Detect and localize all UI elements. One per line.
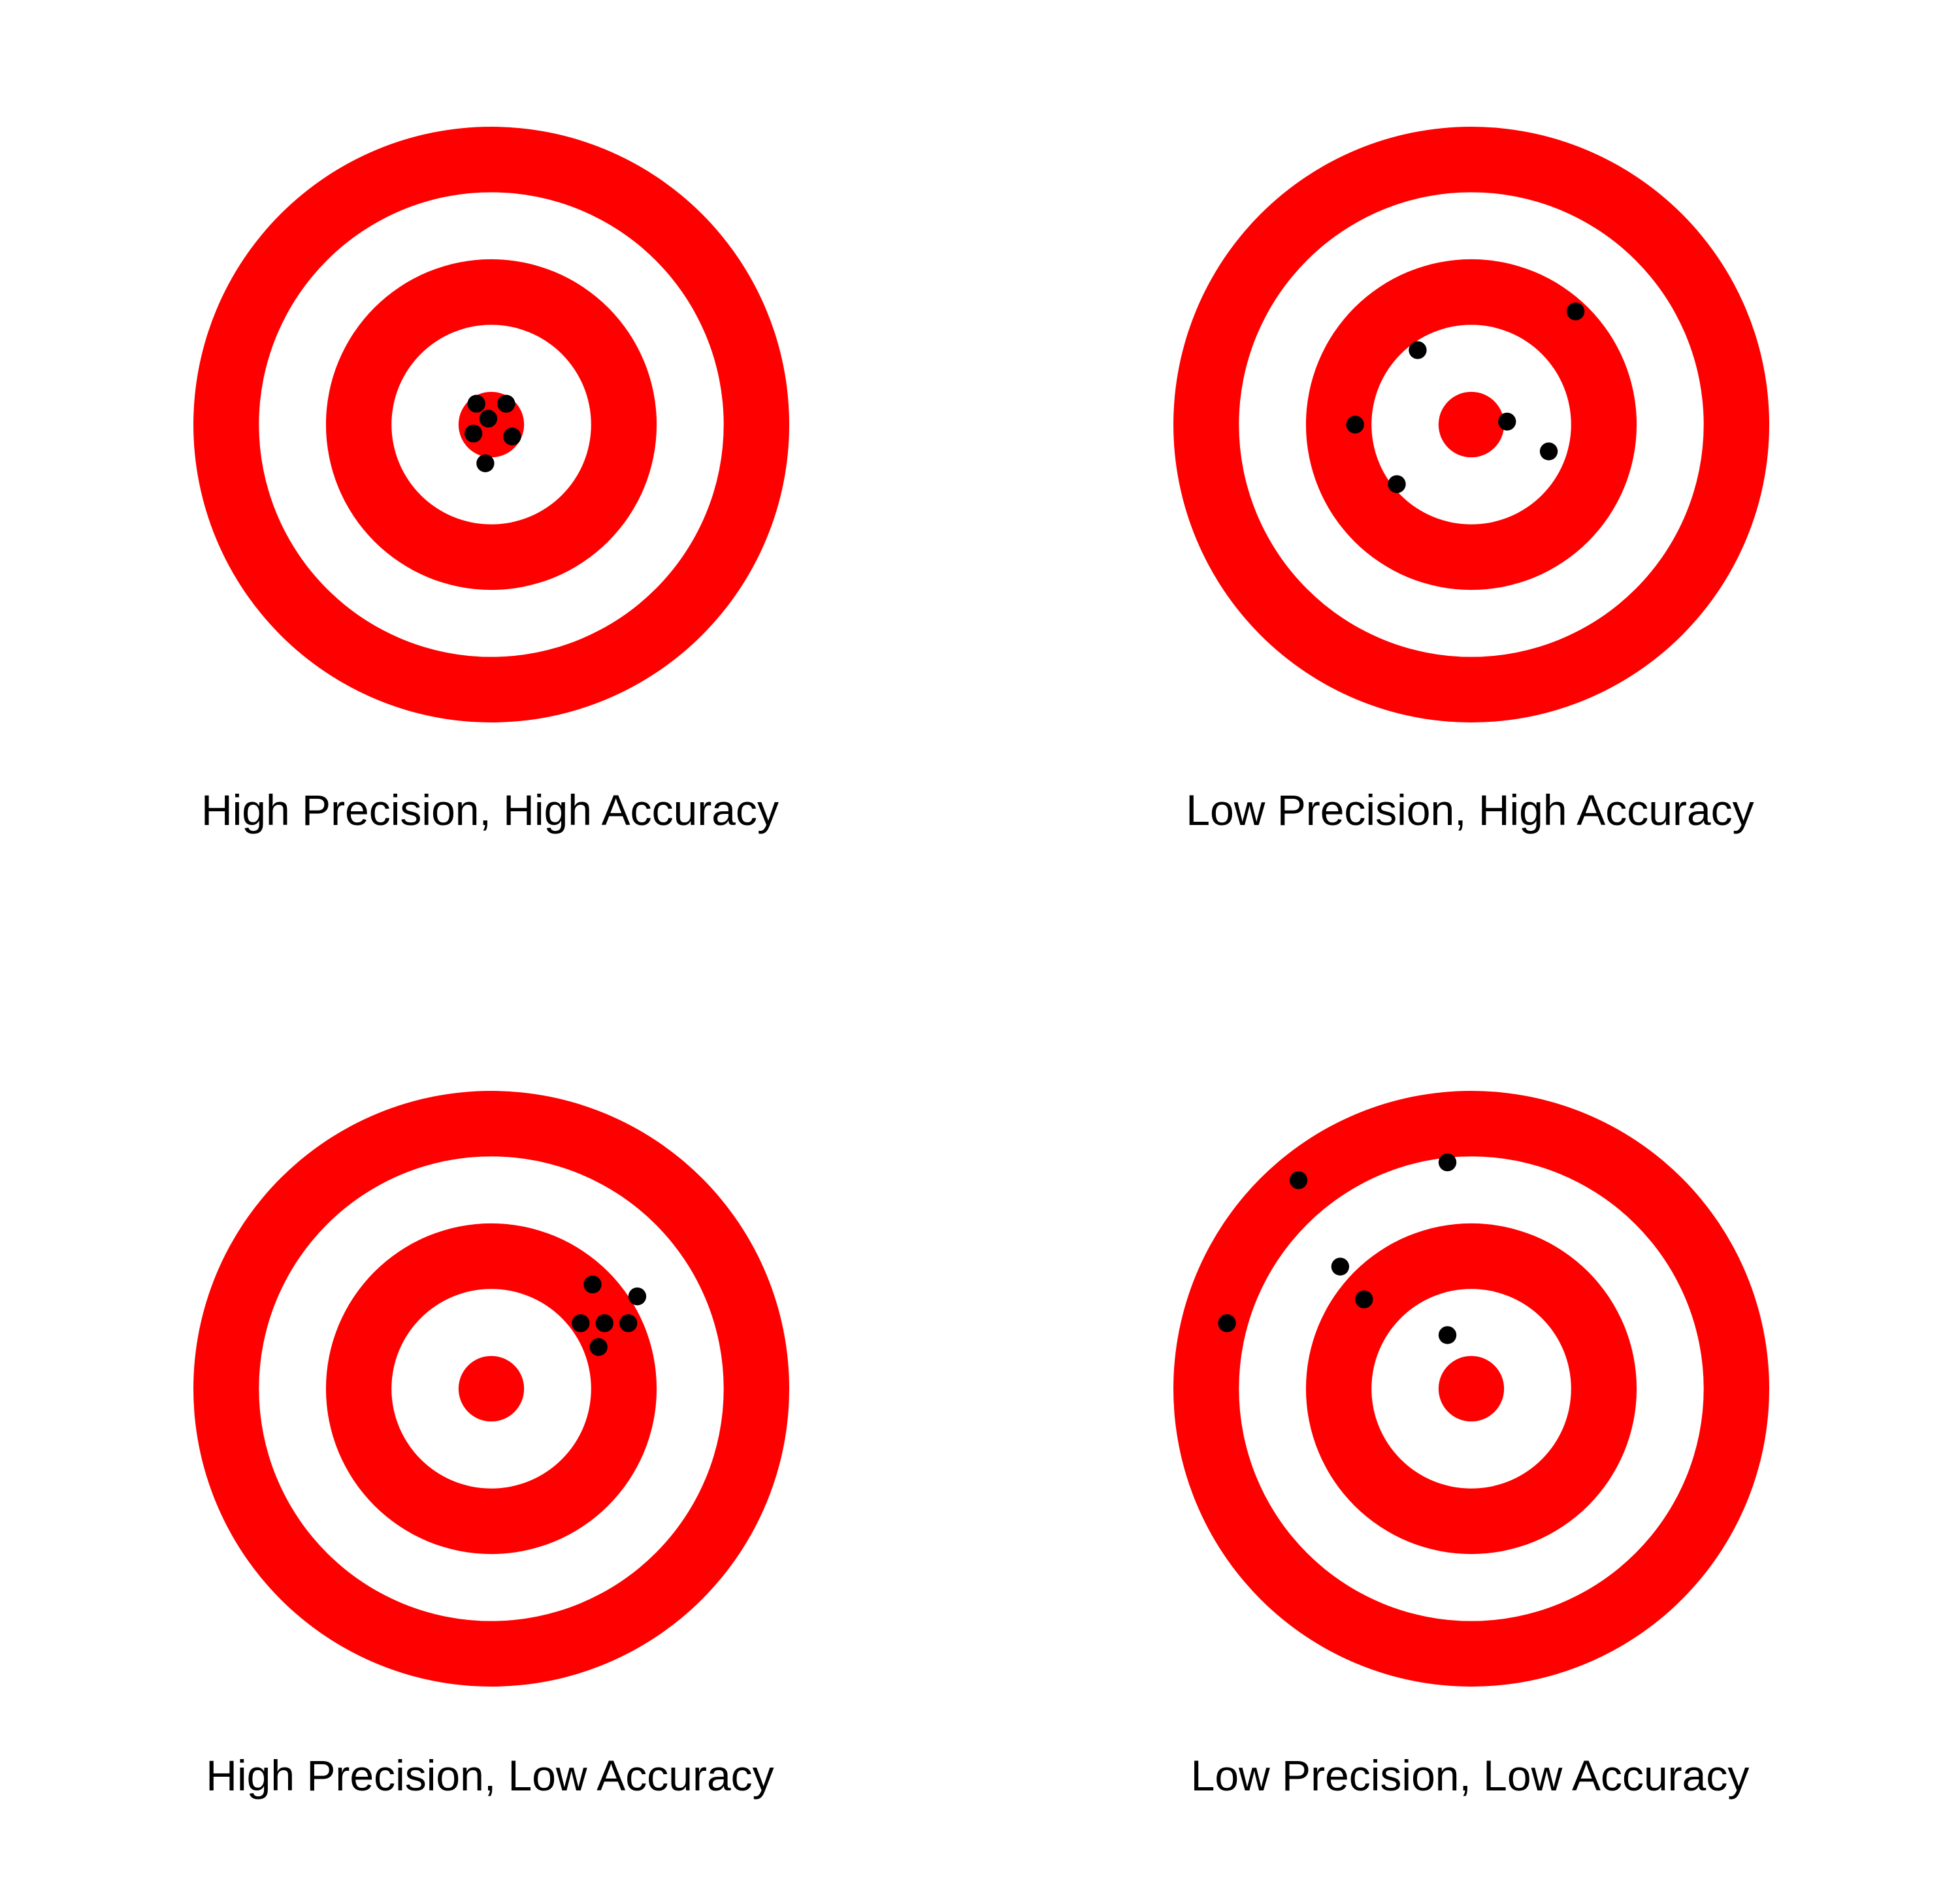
hit-mark [628,1287,647,1306]
hit-mark [1409,341,1427,359]
hit-mark [1498,412,1516,431]
hit-mark [1289,1171,1308,1189]
caption-high-precision-low-accuracy: High Precision, Low Accuracy [206,1751,774,1800]
target-low-precision-high-accuracy [1173,127,1769,722]
caption-low-precision-low-accuracy: Low Precision, Low Accuracy [1190,1751,1750,1800]
hit-mark [467,395,485,413]
target-high-precision-low-accuracy [193,1091,789,1687]
target-low-precision-low-accuracy [1173,1091,1769,1687]
hit-mark [1218,1314,1236,1333]
hit-mark [503,427,521,445]
hit-mark [1539,442,1558,461]
panel-low-precision-high-accuracy: Low Precision, High Accuracy [980,0,1960,946]
hit-mark [1331,1257,1350,1276]
hit-mark [1346,415,1364,434]
bullseye-center [1438,1355,1505,1422]
hit-mark [583,1275,602,1294]
hit-mark [479,410,498,428]
bullseye-center [1438,391,1505,458]
hit-mark [1566,302,1585,321]
target-high-precision-high-accuracy [193,127,789,722]
hit-mark [572,1314,590,1333]
panel-low-precision-low-accuracy: Low Precision, Low Accuracy [980,946,1960,1893]
hit-mark [476,454,495,472]
hit-mark [1438,1153,1457,1172]
hit-mark [497,395,515,413]
caption-low-precision-high-accuracy: Low Precision, High Accuracy [1186,786,1754,834]
panel-high-precision-high-accuracy: High Precision, High Accuracy [0,0,980,946]
caption-high-precision-high-accuracy: High Precision, High Accuracy [201,786,779,834]
hit-mark [589,1338,608,1356]
bullseye-center [458,1355,525,1422]
hit-mark [1438,1326,1457,1344]
hit-mark [1355,1290,1373,1308]
hit-mark [464,425,483,443]
hit-mark [595,1314,613,1333]
hit-mark [1388,475,1406,493]
hit-mark [619,1314,638,1333]
panel-high-precision-low-accuracy: High Precision, Low Accuracy [0,946,980,1893]
